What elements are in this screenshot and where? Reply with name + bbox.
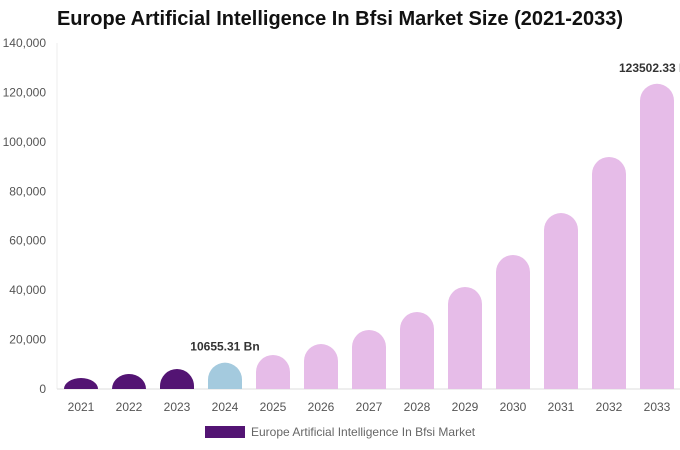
- y-tick-label: 120,000: [3, 85, 47, 99]
- y-tick-label: 0: [39, 382, 46, 396]
- bar-2029: [448, 287, 482, 389]
- bar-2027: [352, 330, 386, 389]
- bar-2033: [640, 83, 674, 389]
- bar-2030: [496, 254, 530, 389]
- x-tick-label: 2032: [596, 400, 623, 414]
- bar-2023: [160, 369, 194, 389]
- y-tick-label: 60,000: [9, 234, 46, 248]
- bar-2026: [304, 344, 338, 389]
- data-label-2033: 123502.33 Bn: [619, 61, 680, 75]
- bar-2024: [208, 362, 242, 389]
- bar-2031: [544, 213, 578, 389]
- x-tick-label: 2022: [116, 400, 143, 414]
- x-tick-label: 2023: [164, 400, 191, 414]
- y-tick-label: 100,000: [3, 135, 47, 149]
- y-tick-label: 80,000: [9, 184, 46, 198]
- x-tick-label: 2027: [356, 400, 383, 414]
- x-tick-label: 2029: [452, 400, 479, 414]
- x-tick-label: 2028: [404, 400, 431, 414]
- x-tick-label: 2031: [548, 400, 575, 414]
- x-tick-label: 2024: [212, 400, 239, 414]
- bar-2032: [592, 157, 626, 389]
- bar-2025: [256, 355, 290, 389]
- x-tick-label: 2026: [308, 400, 335, 414]
- legend-label: Europe Artificial Intelligence In Bfsi M…: [251, 425, 476, 439]
- y-tick-label: 40,000: [9, 283, 46, 297]
- bar-2028: [400, 312, 434, 389]
- legend[interactable]: Europe Artificial Intelligence In Bfsi M…: [205, 425, 475, 439]
- legend-swatch: [205, 426, 245, 438]
- x-tick-label: 2025: [260, 400, 287, 414]
- chart-title: Europe Artificial Intelligence In Bfsi M…: [56, 8, 624, 30]
- bar-2022: [112, 374, 146, 389]
- y-tick-label: 20,000: [9, 333, 46, 347]
- x-tick-label: 2033: [644, 400, 671, 414]
- data-label-2024: 10655.31 Bn: [190, 340, 259, 354]
- x-tick-label: 2030: [500, 400, 527, 414]
- y-tick-label: 140,000: [3, 36, 47, 50]
- bar-2021: [64, 378, 98, 389]
- x-tick-label: 2021: [68, 400, 95, 414]
